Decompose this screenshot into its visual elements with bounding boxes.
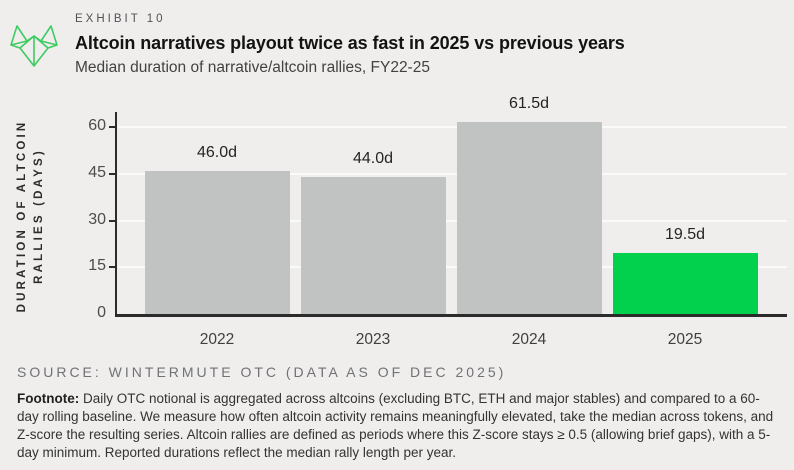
footnote: Footnote: Daily OTC notional is aggregat… [17, 390, 775, 462]
bar-value-label-2023: 44.0d [352, 149, 394, 167]
y-axis-title-line2: RALLIES (DAYS) [33, 148, 45, 284]
bar-group-2025: 19.5d 2025 [612, 118, 758, 348]
y-tick-labels: 0 15 30 45 60 [64, 117, 106, 321]
y-tick-mark-30 [109, 219, 117, 222]
bar-group-2024: 61.5d 2024 [456, 95, 602, 348]
bar-group-2023: 44.0d 2023 [300, 118, 446, 348]
y-tick-label-0: 0 [97, 304, 106, 321]
bar-value-label-2025: 19.5d [664, 226, 706, 244]
footnote-label: Footnote: [17, 391, 80, 406]
x-category-label-2024: 2024 [511, 331, 547, 348]
gridline-60 [118, 126, 787, 128]
y-axis-title-line1: DURATION OF ALTCOIN [16, 119, 28, 313]
gridline-45 [118, 172, 787, 175]
gridline-15 [118, 266, 787, 269]
y-tick-label-60: 60 [88, 117, 106, 134]
y-tick-label-45: 45 [88, 163, 106, 181]
bar-value-label-2022: 46.0d [196, 143, 238, 161]
y-tick-mark-45 [109, 172, 117, 175]
x-category-label-2025: 2025 [667, 331, 703, 348]
y-tick-mark-60 [109, 126, 117, 128]
source-line: SOURCE: WINTERMUTE OTC (DATA AS OF DEC 2… [17, 364, 507, 380]
y-axis-title: DURATION OF ALTCOIN RALLIES (DAYS) [14, 96, 58, 336]
footnote-text: Daily OTC notional is aggregated across … [17, 391, 774, 460]
exhibit-label: EXHIBIT 10 [75, 13, 166, 25]
bar-value-label-2024: 61.5d [508, 95, 550, 113]
x-category-label-2022: 2022 [199, 331, 235, 348]
page-subtitle: Median duration of narrative/altcoin ral… [75, 59, 430, 76]
bar-2024 [456, 122, 602, 314]
y-tick-label-15: 15 [88, 257, 106, 275]
x-axis-line [114, 314, 787, 317]
bar-group-2022: 46.0d 2022 [144, 118, 290, 348]
page-title: Altcoin narratives playout twice as fast… [75, 33, 625, 53]
y-tick-mark-15 [109, 266, 117, 269]
wintermute-logo-icon [10, 25, 58, 67]
bar-2023 [300, 176, 446, 314]
plot-area: 46.0d 2022 44.0d 2023 61.5d 2024 19.5d 2025 [109, 95, 787, 348]
y-axis-line [114, 112, 117, 317]
bar-2025 [612, 253, 758, 314]
bar-2022 [144, 170, 290, 314]
gridline-30 [118, 219, 787, 222]
x-category-label-2023: 2023 [355, 331, 391, 348]
y-tick-label-30: 30 [88, 210, 106, 228]
